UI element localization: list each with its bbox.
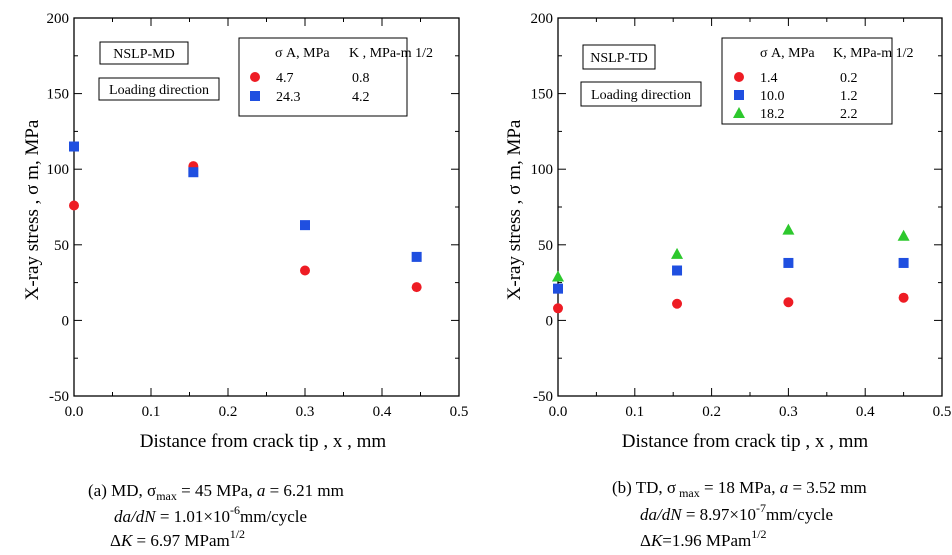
data-point-square	[553, 283, 563, 294]
legend-sigma-value: 18.2	[760, 107, 785, 122]
legend-marker-triangle	[733, 107, 745, 118]
y-tick-label: -50	[533, 389, 553, 405]
y-tick-label: 50	[54, 238, 69, 254]
legend-k-value: 1.2	[840, 89, 858, 104]
legend-frame	[721, 37, 893, 125]
data-point-triangle	[552, 270, 564, 282]
caption-line-2: da/dN = 8.97×10-7mm/cycle	[640, 501, 833, 524]
legend-header-k: K, MPa-m 1/2	[833, 46, 914, 61]
x-tick-label: 0.0	[65, 404, 84, 420]
direction-box	[580, 81, 702, 107]
x-tick-label: 0.4	[373, 404, 392, 420]
data-point-circle	[672, 298, 683, 309]
data-point-circle	[300, 265, 310, 276]
x-tick-label: 0.4	[856, 404, 875, 420]
legend-k-value: 0.2	[840, 71, 858, 86]
x-tick-label: 0.3	[296, 404, 315, 420]
x-tick-label: 0.2	[219, 404, 238, 420]
caption-line-1: (b) TD, σ max = 18 MPa, a = 3.52 mm	[612, 478, 867, 500]
legend-marker-circle	[734, 72, 744, 82]
legend-sigma-value: 24.3	[276, 90, 301, 105]
data-point-square	[188, 167, 199, 178]
x-tick-label: 0.0	[549, 404, 568, 420]
legend-header-sigma: σ A, MPa	[275, 46, 330, 61]
caption-line-1: (a) MD, σmax = 45 MPa, a = 6.21 mm	[88, 481, 344, 503]
x-tick-label: 0.1	[142, 404, 161, 420]
legend-frame	[238, 37, 408, 117]
legend-k-value: 0.8	[352, 71, 370, 86]
chart-b: 0.0 0.1 0.2 0.3 0.4 0.5 -50 0 50 100 150 200 Distanc…	[504, 11, 951, 550]
y-tick-label: 150	[47, 87, 70, 103]
data-point-circle	[783, 297, 794, 308]
data-point-square	[411, 251, 422, 262]
legend-marker-square	[250, 91, 260, 101]
caption-line-3: ΔK = 6.97 MPam1/2	[110, 527, 245, 550]
y-axis-label: X-ray stress , σ m, MPa	[504, 119, 525, 300]
caption-line-2: da/dN = 1.01×10-6mm/cycle	[114, 503, 307, 526]
data-point-square	[898, 257, 909, 268]
y-tick-label: 200	[531, 11, 554, 27]
y-axis-label: X-ray stress , σ m, MPa	[22, 119, 43, 300]
x-tick-label: 0.5	[450, 404, 469, 420]
legend-header-k: K , MPa-m 1/2	[349, 46, 433, 61]
x-tick-label: 0.2	[702, 404, 721, 420]
data-point-square	[672, 265, 683, 276]
data-point-triangle	[782, 223, 795, 235]
direction-label: Loading direction	[591, 88, 691, 103]
chart-a: 0.0 0.1 0.2 0.3 0.4 0.5 -50 0 50 100 150 200 Distanc…	[22, 11, 468, 550]
legend-header-sigma: σ A, MPa	[760, 46, 815, 61]
data-point-circle	[898, 292, 909, 303]
data-point-triangle	[897, 229, 910, 241]
legend-marker-square	[734, 90, 744, 100]
direction-box	[98, 77, 220, 101]
x-axis-label: Distance from crack tip , x , mm	[622, 431, 869, 452]
legend-k-value: 4.2	[352, 90, 370, 105]
y-tick-label: 0	[62, 313, 70, 329]
y-tick-label: 50	[538, 238, 553, 254]
legend: σ A, MPa K , MPa-m 1/2 4.7 0.8 24.3 4.2	[238, 37, 433, 117]
data-point-triangle	[671, 247, 684, 259]
direction-label: Loading direction	[109, 83, 209, 98]
specimen-label: NSLP-MD	[113, 47, 174, 62]
y-tick-label: 100	[531, 162, 554, 178]
x-axis-label: Distance from crack tip , x , mm	[140, 431, 387, 452]
x-tick-label: 0.1	[625, 404, 644, 420]
data-point-circle	[553, 303, 563, 314]
legend-k-value: 2.2	[840, 107, 858, 122]
y-tick-label: 150	[531, 87, 554, 103]
y-tick-label: -50	[49, 389, 69, 405]
y-tick-label: 0	[546, 313, 554, 329]
legend-sigma-value: 4.7	[276, 71, 294, 86]
data-point-circle	[69, 200, 79, 211]
data-point-circle	[411, 282, 422, 293]
data-point-square	[300, 220, 310, 231]
legend: σ A, MPa K, MPa-m 1/2 1.4 0.2 10.0 1.2 18.2 2.2	[721, 37, 914, 125]
y-tick-label: 200	[47, 11, 70, 27]
caption-line-3: ΔK=1.96 MPam1/2	[640, 527, 767, 550]
legend-sigma-value: 1.4	[760, 71, 778, 86]
y-tick-label: 100	[47, 162, 70, 178]
legend-marker-circle	[250, 72, 260, 82]
x-tick-label: 0.5	[933, 404, 952, 420]
data-point-square	[69, 141, 79, 152]
x-tick-label: 0.3	[779, 404, 798, 420]
specimen-box	[99, 41, 189, 65]
data-point-square	[783, 257, 794, 268]
specimen-box	[582, 44, 656, 70]
specimen-label: NSLP-TD	[590, 51, 648, 66]
legend-sigma-value: 10.0	[760, 89, 785, 104]
